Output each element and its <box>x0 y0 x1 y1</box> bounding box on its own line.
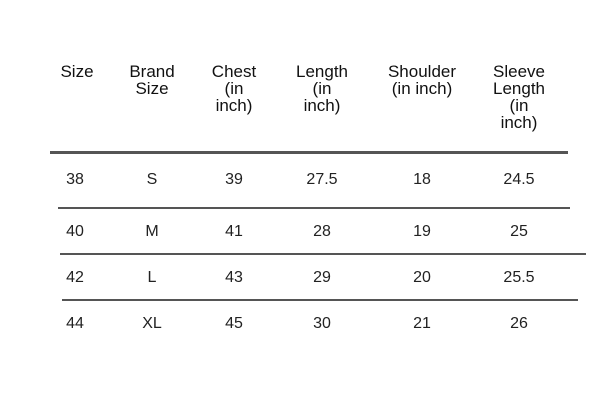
table-cell: S <box>146 171 158 188</box>
column-header: Size <box>60 62 94 81</box>
column-header: Sleeve Length (in inch) <box>493 62 545 132</box>
table-cell: 30 <box>313 315 331 332</box>
column-header: Shoulder (in inch) <box>387 62 457 98</box>
row-divider <box>50 151 568 154</box>
column-header: Brand Size <box>129 62 175 98</box>
table-cell: 29 <box>313 269 331 286</box>
table-cell: 24.5 <box>503 171 535 188</box>
table-cell: XL <box>142 315 162 332</box>
table-cell: 20 <box>413 269 431 286</box>
table-cell: 43 <box>225 269 243 286</box>
column-header: Chest (in inch) <box>211 62 257 115</box>
table-cell: 44 <box>66 315 84 332</box>
table-cell: 45 <box>225 315 243 332</box>
column-header: Length (in inch) <box>296 62 348 115</box>
table-cell: L <box>147 269 157 286</box>
table-cell: 18 <box>413 171 431 188</box>
table-cell: 21 <box>413 315 431 332</box>
row-divider <box>62 299 578 301</box>
table-cell: 39 <box>225 171 243 188</box>
table-cell: 41 <box>225 223 243 240</box>
table-cell: 26 <box>510 315 528 332</box>
table-cell: 19 <box>413 223 431 240</box>
table-cell: 40 <box>66 223 84 240</box>
table-cell: 27.5 <box>306 171 338 188</box>
table-cell: M <box>145 223 159 240</box>
table-cell: 28 <box>313 223 331 240</box>
row-divider <box>58 207 570 209</box>
row-divider <box>60 253 586 255</box>
table-cell: 38 <box>66 171 84 188</box>
table-cell: 25 <box>510 223 528 240</box>
table-cell: 42 <box>66 269 84 286</box>
table-cell: 25.5 <box>503 269 535 286</box>
